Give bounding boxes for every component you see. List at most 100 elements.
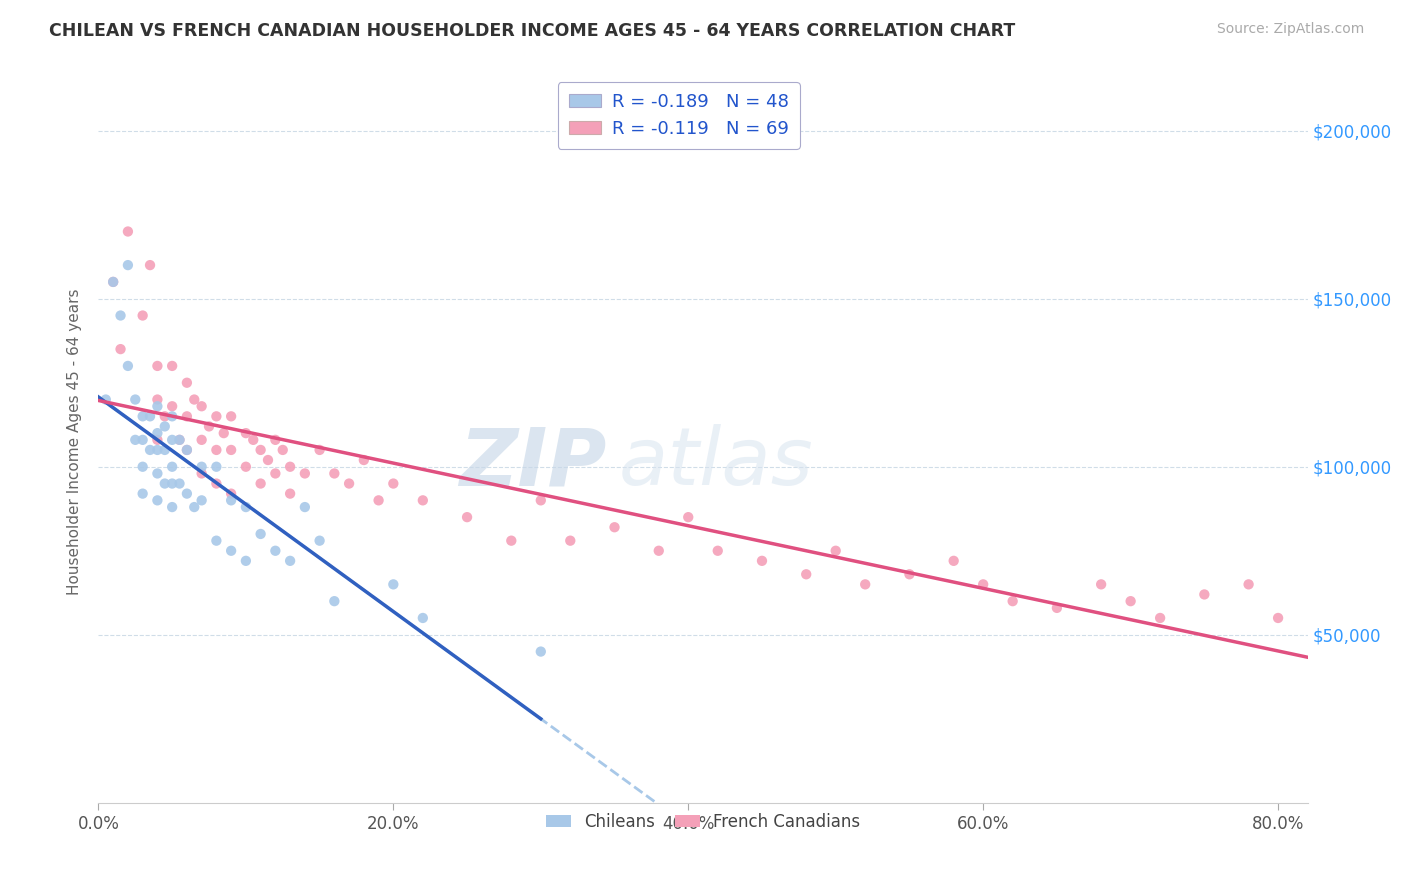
Point bbox=[146, 493, 169, 508]
Point bbox=[124, 433, 146, 447]
Point bbox=[294, 500, 316, 514]
Point bbox=[530, 493, 553, 508]
Point bbox=[101, 275, 124, 289]
Point bbox=[323, 467, 346, 481]
Point bbox=[323, 594, 346, 608]
Point bbox=[146, 392, 169, 407]
Point bbox=[235, 426, 257, 441]
Point bbox=[706, 543, 728, 558]
Text: ZIP: ZIP bbox=[458, 425, 606, 502]
Point bbox=[146, 399, 169, 413]
Point bbox=[249, 442, 271, 457]
Point bbox=[183, 392, 205, 407]
Point bbox=[264, 433, 287, 447]
Point bbox=[160, 399, 183, 413]
Point bbox=[101, 275, 124, 289]
Point bbox=[219, 442, 242, 457]
Point bbox=[146, 467, 169, 481]
Point bbox=[678, 510, 700, 524]
Point bbox=[853, 577, 876, 591]
Point bbox=[110, 309, 132, 323]
Point bbox=[501, 533, 523, 548]
Point bbox=[190, 399, 212, 413]
Point bbox=[198, 419, 221, 434]
Point bbox=[264, 467, 287, 481]
Point bbox=[264, 543, 287, 558]
Point bbox=[139, 258, 162, 272]
Point bbox=[219, 486, 242, 500]
Point bbox=[219, 409, 242, 424]
Point bbox=[169, 476, 191, 491]
Point bbox=[205, 409, 228, 424]
Point bbox=[190, 459, 212, 474]
Point bbox=[337, 476, 360, 491]
Text: CHILEAN VS FRENCH CANADIAN HOUSEHOLDER INCOME AGES 45 - 64 YEARS CORRELATION CHA: CHILEAN VS FRENCH CANADIAN HOUSEHOLDER I… bbox=[49, 22, 1015, 40]
Point bbox=[160, 409, 183, 424]
Point bbox=[1237, 577, 1260, 591]
Point bbox=[278, 486, 301, 500]
Point bbox=[176, 376, 198, 390]
Point bbox=[824, 543, 846, 558]
Point bbox=[160, 433, 183, 447]
Point bbox=[603, 520, 626, 534]
Point bbox=[412, 493, 434, 508]
Point bbox=[183, 500, 205, 514]
Point bbox=[456, 510, 478, 524]
Point bbox=[176, 442, 198, 457]
Point bbox=[153, 409, 176, 424]
Point bbox=[205, 459, 228, 474]
Point bbox=[794, 567, 817, 582]
Point bbox=[131, 309, 153, 323]
Point bbox=[176, 486, 198, 500]
Point bbox=[131, 409, 153, 424]
Point bbox=[117, 258, 139, 272]
Point bbox=[257, 453, 280, 467]
Point bbox=[235, 554, 257, 568]
Point bbox=[560, 533, 582, 548]
Point bbox=[124, 392, 146, 407]
Point bbox=[308, 533, 330, 548]
Point bbox=[139, 409, 162, 424]
Point bbox=[131, 486, 153, 500]
Point bbox=[278, 459, 301, 474]
Point bbox=[160, 500, 183, 514]
Point bbox=[1119, 594, 1142, 608]
Point bbox=[294, 467, 316, 481]
Point bbox=[367, 493, 389, 508]
Point bbox=[751, 554, 773, 568]
Point bbox=[153, 419, 176, 434]
Point bbox=[219, 543, 242, 558]
Point bbox=[382, 577, 405, 591]
Point bbox=[205, 533, 228, 548]
Point bbox=[117, 225, 139, 239]
Point bbox=[1046, 600, 1069, 615]
Point bbox=[1090, 577, 1112, 591]
Point bbox=[242, 433, 264, 447]
Point bbox=[412, 611, 434, 625]
Point bbox=[235, 500, 257, 514]
Point bbox=[153, 476, 176, 491]
Point bbox=[146, 442, 169, 457]
Point bbox=[1149, 611, 1171, 625]
Point bbox=[898, 567, 921, 582]
Point bbox=[110, 342, 132, 356]
Point bbox=[176, 409, 198, 424]
Point bbox=[278, 554, 301, 568]
Point bbox=[308, 442, 330, 457]
Point bbox=[942, 554, 965, 568]
Point bbox=[139, 442, 162, 457]
Point bbox=[160, 459, 183, 474]
Point bbox=[160, 359, 183, 373]
Point bbox=[153, 442, 176, 457]
Point bbox=[131, 433, 153, 447]
Legend: Chileans, French Canadians: Chileans, French Canadians bbox=[538, 806, 868, 838]
Point bbox=[169, 433, 191, 447]
Point bbox=[1267, 611, 1289, 625]
Point bbox=[176, 442, 198, 457]
Point bbox=[146, 359, 169, 373]
Point bbox=[972, 577, 994, 591]
Point bbox=[212, 426, 235, 441]
Point bbox=[205, 442, 228, 457]
Point bbox=[353, 453, 375, 467]
Point bbox=[117, 359, 139, 373]
